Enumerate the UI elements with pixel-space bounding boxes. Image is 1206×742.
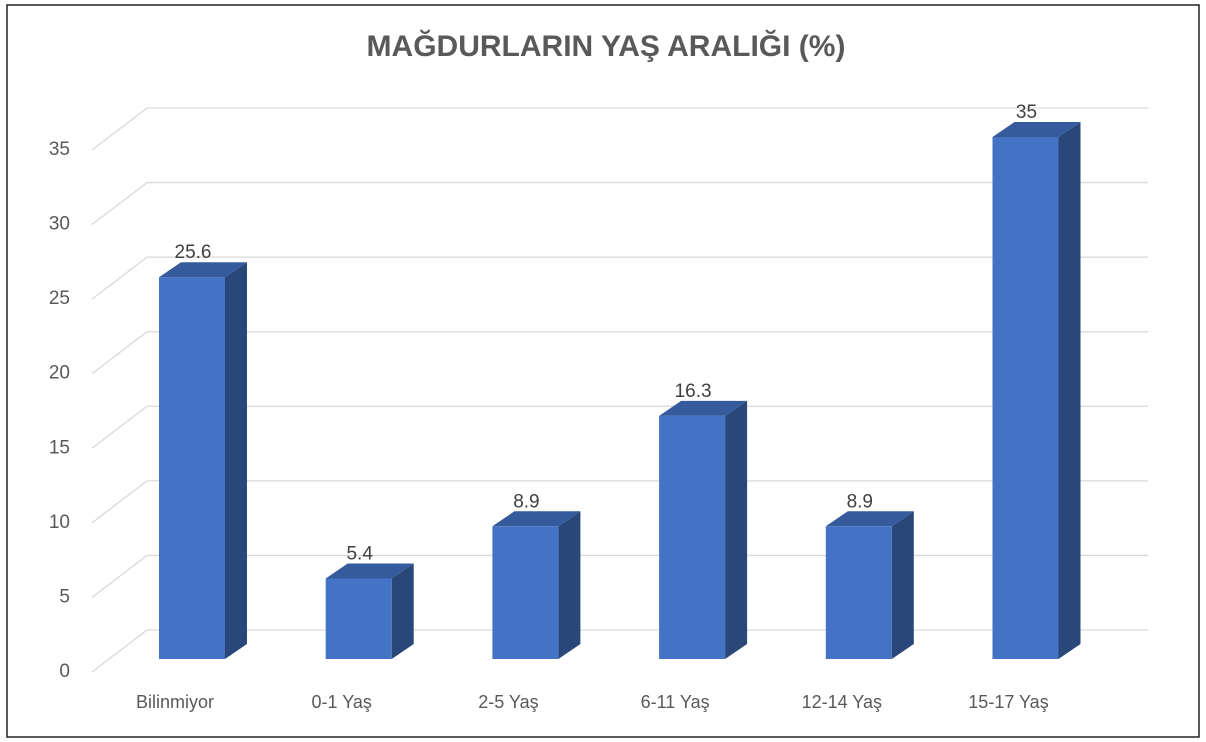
grid-line <box>91 181 1148 226</box>
bar <box>325 563 414 659</box>
bar-front <box>659 415 726 659</box>
x-tick-label: Bilinmiyor <box>136 692 214 712</box>
y-tick-label: 30 <box>49 214 70 235</box>
bar <box>825 511 914 659</box>
y-tick-label: 35 <box>49 139 70 160</box>
bar-side <box>391 563 414 659</box>
value-label: 8.9 <box>513 491 539 512</box>
x-tick-label: 15-17 Yaş <box>968 692 1048 712</box>
bar-side <box>891 511 914 659</box>
grid-line <box>91 629 1148 673</box>
grid-line <box>91 107 1148 151</box>
bar-front <box>325 578 392 659</box>
y-tick-label: 25 <box>49 288 70 309</box>
bar-top <box>992 122 1081 137</box>
bar-side <box>725 400 748 659</box>
y-tick-label: 10 <box>49 512 70 533</box>
bar-top <box>159 262 247 278</box>
x-tick-label: 0-1 Yaş <box>312 692 372 712</box>
value-label: 25.6 <box>175 242 212 263</box>
value-label: 8.9 <box>847 491 873 512</box>
value-label: 5.4 <box>346 543 373 564</box>
y-tick-label: 0 <box>59 661 70 682</box>
bar-top <box>825 511 914 527</box>
value-label: 35 <box>1016 102 1037 123</box>
bar-top <box>659 400 748 416</box>
bar-front <box>825 526 892 659</box>
value-label: 16.3 <box>675 381 712 402</box>
y-tick-label: 20 <box>49 363 70 384</box>
bar-side <box>225 262 247 659</box>
x-tick-label: 12-14 Yaş <box>802 692 882 712</box>
grid-line <box>91 256 1148 300</box>
bar-front <box>159 277 225 659</box>
bar <box>992 122 1081 659</box>
grid-line <box>91 405 1148 449</box>
x-tick-label: 2-5 Yaş <box>478 692 538 712</box>
bar-top <box>325 563 414 579</box>
grid-line <box>91 480 1148 524</box>
bar-side <box>1058 122 1081 659</box>
bar-top <box>492 511 581 527</box>
bar-front <box>992 137 1059 659</box>
y-tick-label: 5 <box>59 586 70 607</box>
x-tick-label: 6-11 Yaş <box>641 692 710 712</box>
bar-side <box>558 511 581 659</box>
bar <box>159 262 247 659</box>
grid-line <box>91 331 1148 375</box>
bar-front <box>492 526 559 659</box>
bar <box>492 511 581 659</box>
grid-line <box>91 554 1148 598</box>
chart-title: MAĞDURLARIN YAŞ ARALIĞI (%) <box>367 29 846 63</box>
bar <box>659 400 748 659</box>
y-tick-label: 15 <box>49 437 70 458</box>
